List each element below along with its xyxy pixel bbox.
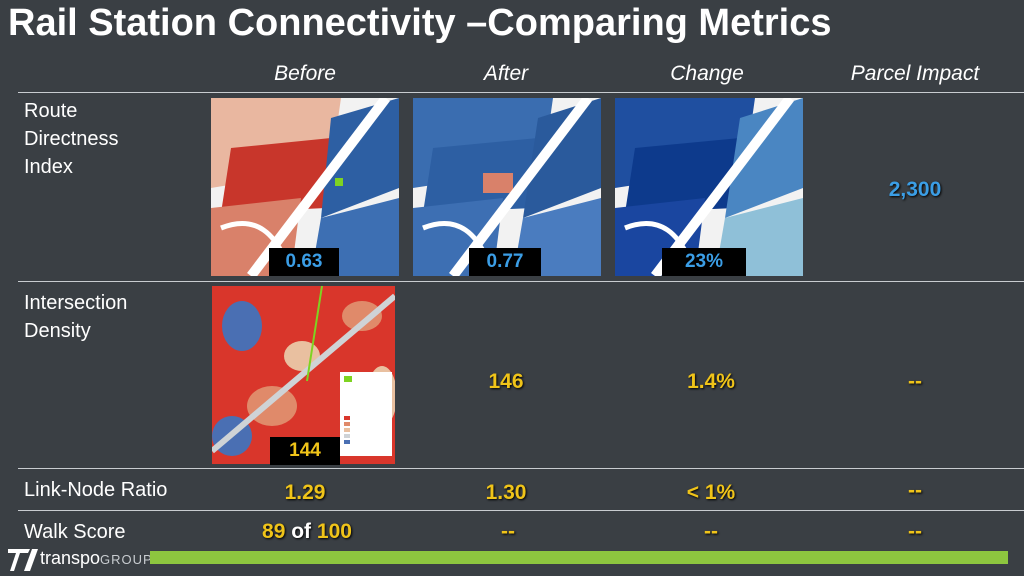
before-walk-score: 89 of 100 <box>207 520 407 544</box>
parcel-impact-walk-score: -- <box>908 520 922 543</box>
before-link-node: 1.29 <box>284 481 326 504</box>
row-label-walk-score: Walk Score <box>24 521 126 543</box>
row-label-intersection-density: Intersection Density <box>24 292 128 342</box>
walk-score-max: 100 <box>316 520 352 543</box>
change-intersection-density: 1.4% <box>687 370 735 393</box>
before-value-badge: 144 <box>270 437 340 465</box>
row-label-route-directness: Route Directness Index <box>24 100 119 178</box>
logo-suffix: GROUP <box>100 552 153 567</box>
logo-name: transpo <box>40 548 101 568</box>
after-intersection-density: 146 <box>488 370 524 393</box>
walk-score-of: of <box>291 520 312 543</box>
walk-score-value: 89 <box>262 520 286 543</box>
divider <box>18 510 1024 511</box>
column-header-change: Change <box>670 62 744 85</box>
after-value-badge: 0.77 <box>469 248 541 276</box>
parcel-impact-link-node: -- <box>908 479 922 502</box>
row-label-link-node-ratio: Link-Node Ratio <box>24 479 168 501</box>
change-walk-score: -- <box>704 520 718 543</box>
column-header-parcel-impact: Parcel Impact <box>850 62 980 85</box>
after-walk-score: -- <box>501 520 515 543</box>
divider <box>18 92 1024 93</box>
page-title: Rail Station Connectivity –Comparing Met… <box>8 2 832 44</box>
transpo-logo-icon <box>8 549 38 571</box>
column-header-after: After <box>483 62 529 85</box>
change-link-node: < 1% <box>686 481 736 504</box>
parcel-impact-intersection-density: -- <box>908 370 922 393</box>
change-map-image <box>615 98 803 276</box>
change-value-badge: 23% <box>662 248 746 276</box>
divider <box>18 281 1024 282</box>
footer-accent-bar <box>150 551 1008 564</box>
parcel-impact-route-directness: 2,300 <box>888 178 942 201</box>
column-header-before: Before <box>274 62 336 85</box>
divider <box>18 468 1024 469</box>
after-link-node: 1.30 <box>485 481 527 504</box>
intersection-density-heatmap <box>212 286 395 464</box>
after-map-image <box>413 98 601 276</box>
logo-wordmark: transpoGROUP <box>40 548 153 569</box>
before-value-badge: 0.63 <box>269 248 339 276</box>
